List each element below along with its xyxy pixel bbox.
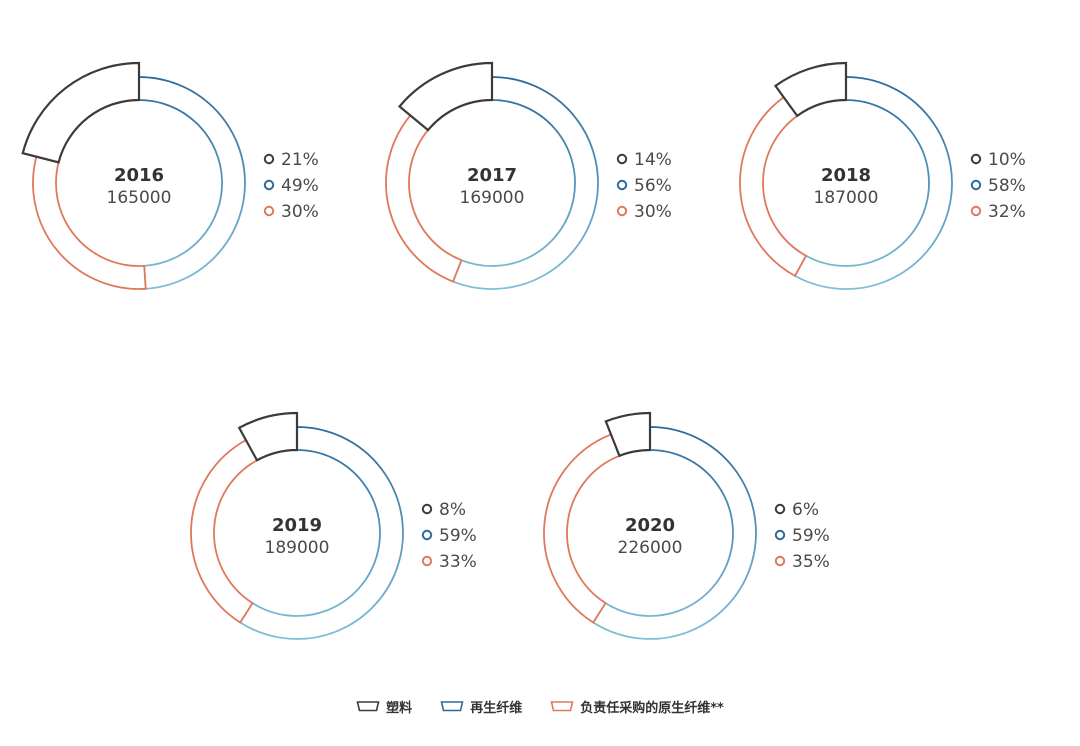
plastic-marker-2017 [616,153,628,165]
virgin-fiber-segment-2018 [739,95,808,278]
plastic-marker-2016 [263,153,275,165]
recycled-fiber-percent-2016: 49% [281,176,319,196]
recycled-fiber-percent-2020: 59% [792,526,830,546]
year-label-2020: 2020 [625,515,675,536]
recycled-fiber-segment-2016 [138,76,246,290]
virgin-fiber-marker-2020 [774,555,786,567]
plastic-marker-2018 [970,153,982,165]
total-label-2017: 169000 [460,188,525,208]
recycled-fiber-marker-2018 [970,179,982,191]
legend-label-plastic: 塑料 [386,700,413,716]
plastic-segment-2020 [604,411,652,458]
plastic-marker-2020 [774,503,786,515]
virgin-fiber-marker-2017 [616,205,628,217]
plastic-percent-2019: 8% [439,500,466,520]
plastic-percent-2018: 10% [988,150,1026,170]
total-label-2020: 226000 [618,538,683,558]
plastic-percent-2017: 14% [634,150,672,170]
virgin-fiber-percent-2018: 32% [988,202,1026,222]
virgin-fiber-marker-2016 [263,205,275,217]
recycled-fiber-percent-2019: 59% [439,526,477,546]
legend-label-virgin: 负责任采购的原生纤维** [580,700,724,716]
recycled-fiber-swatch-icon [440,701,464,712]
plastic-segment-2017 [397,61,494,132]
virgin-fiber-marker-2018 [970,205,982,217]
legend-item-plastic: 塑料 [356,697,412,716]
recycled-fiber-segment-2018 [793,76,953,290]
legend-item-recycled: 再生纤维 [440,697,522,716]
total-label-2016: 165000 [107,188,172,208]
plastic-segment-2019 [237,411,299,462]
recycled-fiber-marker-2017 [616,179,628,191]
virgin-fiber-percent-2017: 30% [634,202,672,222]
plastic-marker-2019 [421,503,433,515]
recycled-fiber-marker-2019 [421,529,433,541]
virgin-fiber-marker-2019 [421,555,433,567]
recycled-fiber-segment-2019 [238,426,404,640]
recycled-fiber-percent-2017: 56% [634,176,672,196]
donut-charts: 201616500021%49%30%201716900014%56%30%20… [21,61,1026,640]
virgin-fiber-percent-2016: 30% [281,202,319,222]
virgin-fiber-swatch-icon [550,701,574,712]
total-label-2019: 189000 [265,538,330,558]
recycled-fiber-segment-2020 [591,426,757,640]
virgin-fiber-segment-2019 [190,438,259,624]
virgin-fiber-percent-2020: 35% [792,552,830,572]
total-label-2018: 187000 [814,188,879,208]
virgin-fiber-segment-2020 [543,433,621,624]
plastic-segment-2016 [21,61,141,164]
legend-label-recycled: 再生纤维 [470,700,523,716]
plastic-segment-2018 [773,61,848,118]
plastic-percent-2020: 6% [792,500,819,520]
year-label-2019: 2019 [272,515,322,536]
virgin-fiber-segment-2017 [385,114,463,283]
plastic-swatch-icon [356,701,380,712]
year-label-2016: 2016 [114,165,164,186]
recycled-fiber-marker-2020 [774,529,786,541]
recycled-fiber-segment-2017 [451,76,599,290]
virgin-fiber-percent-2019: 33% [439,552,477,572]
recycled-fiber-marker-2016 [263,179,275,191]
legend-item-virgin: 负责任采购的原生纤维** [550,697,724,716]
recycled-fiber-percent-2018: 58% [988,176,1026,196]
year-label-2018: 2018 [821,165,871,186]
legend: 塑料 再生纤维 负责任采购的原生纤维** [0,692,1080,720]
year-label-2017: 2017 [467,165,517,186]
plastic-percent-2016: 21% [281,150,319,170]
